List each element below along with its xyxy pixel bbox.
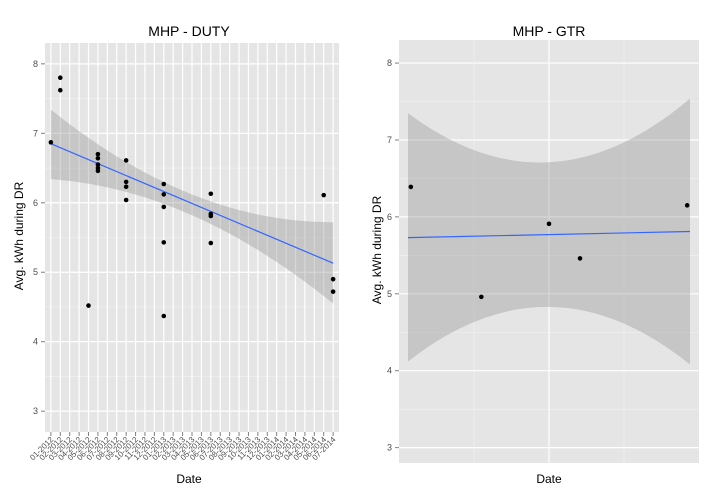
data-point [95,162,101,167]
data-point [208,191,214,197]
data-point [208,213,214,219]
chart-title: MHP - GTR [513,23,586,39]
data-point [48,140,54,145]
data-point [161,192,167,197]
y-tick-label: 8 [33,59,38,69]
data-point [123,158,129,163]
y-axis-label: Avg. kWh during DR [12,181,26,290]
plot-area: 3 4 5 6 7 8 [387,40,699,463]
y-axis-label: Avg. kWh during DR [370,195,384,304]
data-point [321,192,327,198]
data-point [161,313,167,319]
data-point [95,151,101,157]
data-point [95,156,101,161]
data-point [161,240,167,245]
data-point [57,75,63,81]
y-tick-label: 3 [33,406,38,416]
y-tick-label: 6 [33,198,38,208]
data-point [95,168,101,174]
data-point [577,256,583,261]
data-point [479,294,484,300]
y-tick-label: 7 [387,135,392,145]
data-point [546,221,552,227]
data-point [408,184,414,190]
data-point [330,289,336,294]
y-tick-label: 4 [387,366,392,376]
data-point [57,87,63,93]
chart-gtr: 3 4 5 6 7 8 MHP - GTR Date Avg. kWh during DR [370,23,699,486]
data-point [86,303,91,308]
plot-area: 34567801-201202-201203-201204-201205-201… [28,43,339,462]
data-point [330,276,336,282]
y-tick-label: 6 [387,212,392,222]
chart-title: MHP - DUTY [148,23,230,39]
data-point [161,204,167,210]
data-point [123,179,129,185]
y-tick-label: 5 [387,289,392,299]
y-tick-label: 3 [387,443,392,453]
data-point [208,240,214,246]
chart-duty: 34567801-201202-201203-201204-201205-201… [12,23,339,486]
confidence-band [408,98,690,365]
x-axis-label: Date [536,472,562,486]
data-point [123,184,129,190]
data-point [123,197,129,203]
confidence-band [50,109,334,304]
data-point [684,203,690,208]
trend-line [407,230,691,239]
x-axis-label: Date [176,472,202,486]
y-tick-label: 5 [33,267,38,277]
y-tick-label: 8 [387,58,392,68]
y-tick-label: 4 [33,337,38,347]
data-point [161,181,167,187]
y-tick-label: 7 [33,128,38,138]
